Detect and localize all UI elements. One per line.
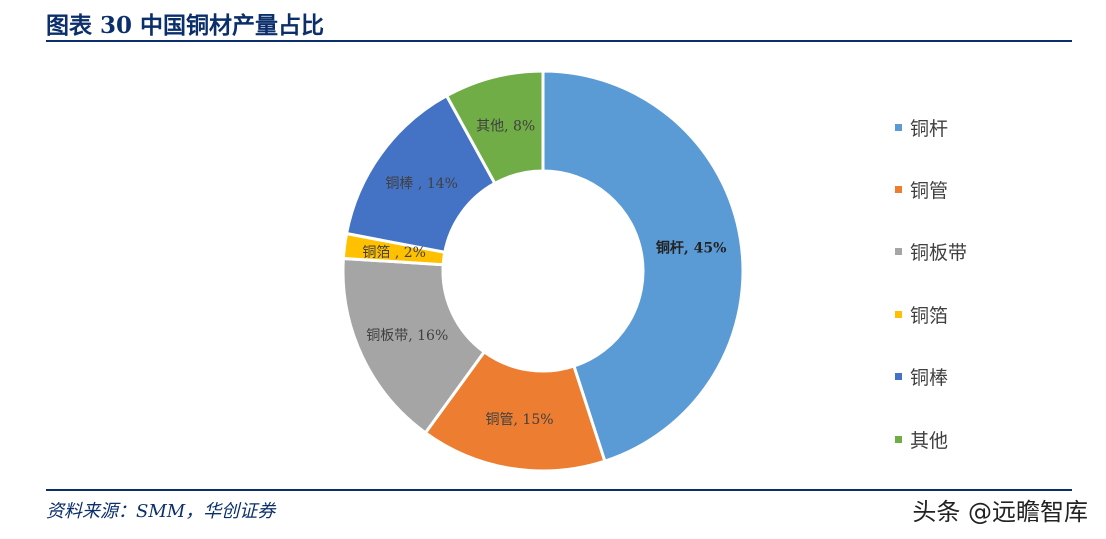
donut-slice-1: [541, 69, 745, 464]
data-label-5: 铜棒 , 14%: [385, 176, 457, 192]
legend-item-6: 其他: [895, 408, 967, 470]
data-label-1: 铜杆, 45%: [656, 240, 727, 257]
legend-label: 铜管: [910, 180, 949, 203]
legend-item-1: 铜杆: [895, 96, 967, 158]
legend-label: 铜箔: [910, 304, 949, 327]
legend-item-5: 铜棒: [895, 346, 967, 408]
source-note: 资料来源：SMM，华创证券: [46, 501, 276, 522]
legend-item-4: 铜箔: [895, 283, 967, 345]
labels-layer: 铜杆, 45% 铜管, 15% 铜板带, 16% 铜箔 , 2% 铜棒 , 14% 其他,…: [362, 119, 726, 428]
legend-swatch: [895, 310, 902, 318]
data-label-4: 铜箔 , 2%: [362, 245, 426, 261]
data-label-2: 铜管, 15%: [486, 412, 554, 428]
donut-slice-3: [341, 256, 487, 435]
source-rule: [46, 489, 1072, 491]
legend-item-3: 铜板带: [895, 221, 967, 283]
chart-legend: 铜杆铜管铜板带铜箔铜棒其他: [895, 96, 967, 470]
figure-title: 图表 30 中国铜材产量占比: [46, 12, 325, 39]
donut-slice-6: [444, 69, 545, 186]
legend-label: 铜杆: [910, 117, 949, 140]
legend-swatch: [895, 123, 902, 131]
slices-layer: [341, 69, 745, 473]
legend-swatch: [895, 373, 902, 381]
legend-label: 铜板带: [910, 242, 968, 265]
legend-swatch: [895, 186, 902, 194]
legend-swatch: [895, 435, 902, 443]
legend-swatch: [895, 248, 902, 256]
legend-label: 其他: [910, 429, 949, 452]
title-rule: [46, 40, 1072, 42]
watermark: 头条 @远瞻智库: [908, 492, 1092, 527]
legend-item-2: 铜管: [895, 158, 967, 220]
data-label-3: 铜板带, 16%: [366, 328, 448, 344]
data-label-6: 其他, 8%: [476, 119, 535, 135]
legend-label: 铜棒: [910, 367, 949, 390]
